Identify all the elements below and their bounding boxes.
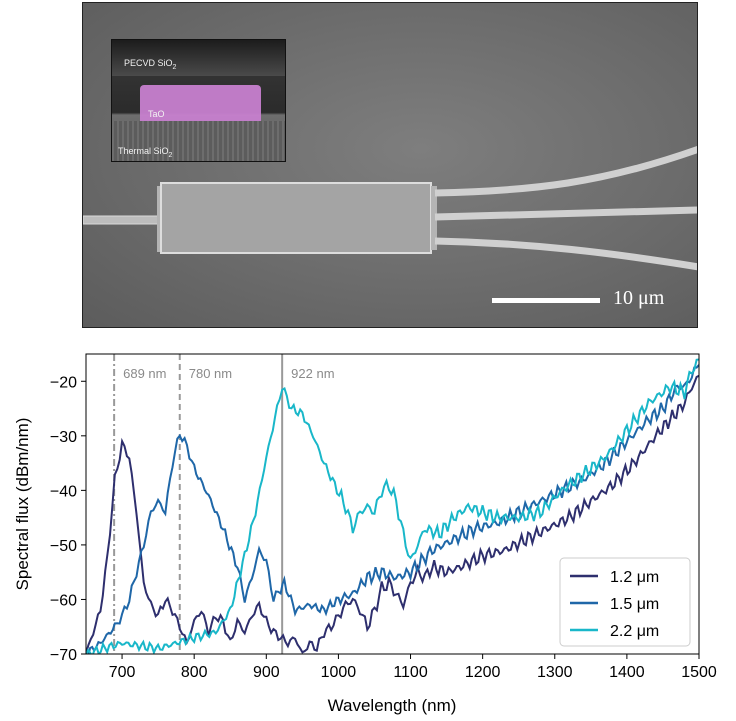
series-line-3 <box>86 358 699 654</box>
y-tick-label--50: −50 <box>50 538 77 555</box>
x-tick-label-1300: 1300 <box>537 664 573 681</box>
inset-label-top: PECVD SiO2 <box>124 58 177 71</box>
cross-section-inset: PECVD SiO2 TaO Thermal SiO2 <box>111 39 286 162</box>
y-axis-title: Spectral flux (dBm/nm) <box>13 418 32 591</box>
x-tick-label-700: 700 <box>109 664 136 681</box>
legend-label-2: 1.5 μm <box>610 596 659 613</box>
scale-bar <box>492 298 600 303</box>
x-tick-label-1000: 1000 <box>321 664 357 681</box>
y-tick-label--20: −20 <box>50 374 77 391</box>
legend-label-1: 1.2 μm <box>610 569 659 586</box>
x-axis-title: Wavelength (nm) <box>328 696 457 715</box>
legend-box <box>559 557 691 647</box>
series-line-1 <box>86 374 699 654</box>
inset-label-bottom: Thermal SiO2 <box>118 146 173 159</box>
x-tick-label-1100: 1100 <box>393 664 428 681</box>
waveguide-device-drawing <box>83 145 697 271</box>
reference-line-label-922: 922 nm <box>291 366 334 381</box>
sem-micrograph: PECVD SiO2 TaO Thermal SiO2 10 μm <box>82 2 698 328</box>
reference-line-label-780: 780 nm <box>189 366 232 381</box>
x-tick-label-1200: 1200 <box>465 664 501 681</box>
y-tick-label--40: −40 <box>50 483 77 500</box>
plot-frame <box>85 353 700 655</box>
x-tick-label-800: 800 <box>181 664 208 681</box>
x-tick-label-1400: 1400 <box>609 664 645 681</box>
legend-label-3: 2.2 μm <box>610 623 659 640</box>
y-tick-label--30: −30 <box>50 429 77 446</box>
x-tick-label-900: 900 <box>253 664 280 681</box>
y-tick-label--70: −70 <box>50 647 77 664</box>
scale-bar-label: 10 μm <box>613 287 665 309</box>
y-tick-label--60: −60 <box>50 592 77 609</box>
inset-label-core: TaO <box>148 109 165 119</box>
x-tick-label-1500: 1500 <box>681 664 717 681</box>
reference-line-label-689: 689 nm <box>123 366 166 381</box>
tao-core <box>140 85 261 121</box>
spectrum-chart: 689 nm 780 nm 922 nm 700 800 900 1000 1100 1200 1… <box>13 353 717 715</box>
